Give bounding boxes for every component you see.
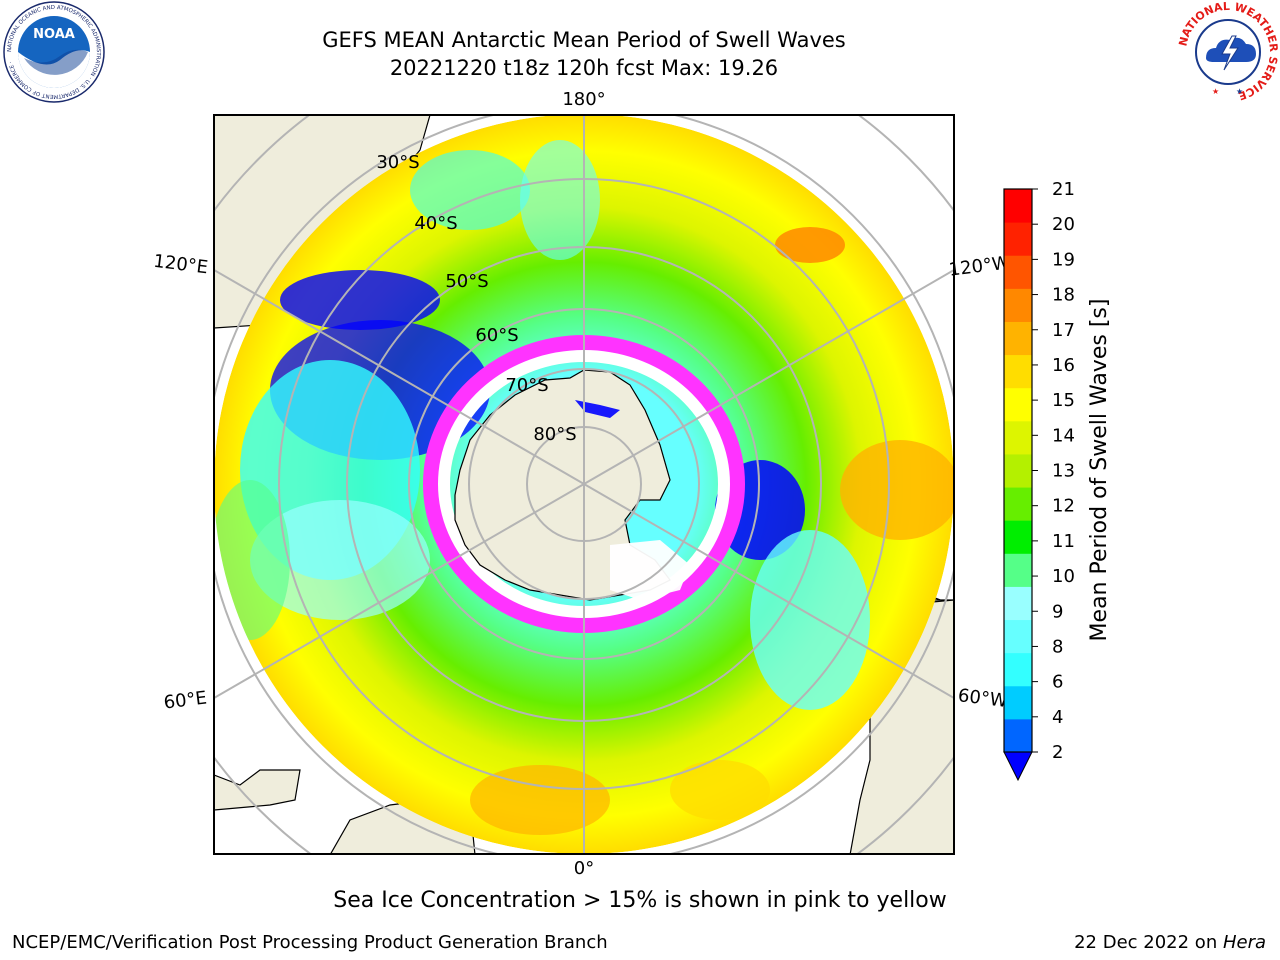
colorbar-segment bbox=[1004, 255, 1032, 289]
colorbar-tick-label: 19 bbox=[1052, 249, 1075, 270]
colorbar-segment bbox=[1004, 487, 1032, 521]
lat-label-50s: 50°S bbox=[445, 271, 488, 292]
title-line-1: GEFS MEAN Antarctic Mean Period of Swell… bbox=[322, 28, 846, 52]
colorbar-tick-label: 18 bbox=[1052, 285, 1075, 306]
colorbar-segment bbox=[1004, 420, 1032, 455]
colorbar-tick-label: 2 bbox=[1052, 742, 1063, 763]
colorbar-tick-label: 10 bbox=[1052, 566, 1075, 587]
footer-date: 22 Dec 2022 on Hera bbox=[1074, 932, 1266, 953]
colorbar-tick-label: 15 bbox=[1052, 390, 1075, 411]
latitude-labels: 30°S 40°S 50°S 60°S 70°S 80°S bbox=[376, 152, 576, 445]
colorbar-tick-label: 9 bbox=[1052, 601, 1063, 622]
colorbar-tick-label: 11 bbox=[1052, 531, 1075, 552]
lat-label-60s: 60°S bbox=[475, 325, 518, 346]
map-panel bbox=[214, 115, 954, 854]
colorbar-tick-label: 20 bbox=[1052, 214, 1075, 235]
lat-label-70s: 70°S bbox=[505, 375, 548, 396]
colorbar-tick-label: 14 bbox=[1052, 425, 1075, 446]
national-weather-service-logo: NATIONAL WEATHER SERVICE ★ ★ bbox=[1176, 0, 1280, 103]
colorbar-segment bbox=[1004, 189, 1032, 223]
colorbar-tick-label: 12 bbox=[1052, 496, 1075, 517]
lat-label-30s: 30°S bbox=[376, 152, 419, 173]
colorbar-segment bbox=[1004, 387, 1032, 422]
colorbar-segment bbox=[1004, 288, 1032, 322]
lon-label-60e: 60°E bbox=[163, 687, 209, 713]
colorbar-tick-label: 13 bbox=[1052, 461, 1075, 482]
lat-label-40s: 40°S bbox=[414, 213, 457, 234]
antarctica bbox=[454, 369, 671, 601]
title-line-2: 20221220 t18z 120h fcst Max: 19.26 bbox=[389, 56, 779, 80]
lon-label-0: 0° bbox=[574, 858, 594, 879]
lon-label-120e: 120°E bbox=[152, 251, 209, 279]
colorbar-segment bbox=[1004, 718, 1032, 753]
noaa-logo-text: NOAA bbox=[33, 27, 75, 42]
colorbar-tick-label: 4 bbox=[1052, 707, 1063, 728]
svg-text:★: ★ bbox=[1212, 87, 1219, 96]
svg-text:★: ★ bbox=[1236, 87, 1243, 96]
colorbar-tick-label: 17 bbox=[1052, 320, 1075, 341]
colorbar-tick-label: 8 bbox=[1052, 636, 1063, 657]
colorbar-segment bbox=[1004, 453, 1032, 488]
colorbar-segment bbox=[1004, 685, 1032, 720]
colorbar-segment bbox=[1004, 652, 1032, 687]
lon-label-60w: 60°W bbox=[957, 685, 1009, 712]
map-frame bbox=[213, 114, 955, 855]
lon-label-180: 180° bbox=[562, 89, 605, 110]
colorbar: 2 4 6 8 9 10 11 12 13 14 15 16 17 18 19 20 21 bbox=[1003, 179, 1075, 782]
colorbar-tick-label: 6 bbox=[1052, 672, 1063, 693]
colorbar-tick-label: 16 bbox=[1052, 355, 1075, 376]
lat-label-80s: 80°S bbox=[533, 424, 576, 445]
colorbar-segment bbox=[1004, 520, 1032, 554]
footer-date-text: 22 Dec 2022 on bbox=[1074, 932, 1223, 953]
graticule bbox=[214, 115, 954, 854]
chart-title: GEFS MEAN Antarctic Mean Period of Swell… bbox=[234, 26, 934, 82]
colorbar-label: Mean Period of Swell Waves [s] bbox=[1087, 299, 1112, 642]
footer-credit: NCEP/EMC/Verification Post Processing Pr… bbox=[12, 932, 608, 953]
footer-host: Hera bbox=[1222, 932, 1266, 953]
lon-label-120w: 120°W bbox=[948, 252, 1011, 280]
colorbar-segment bbox=[1004, 222, 1032, 256]
colorbar-segment bbox=[1004, 586, 1032, 621]
colorbar-extend-arrow bbox=[1003, 751, 1033, 782]
colorbar-segment bbox=[1004, 553, 1032, 587]
noaa-logo: NATIONAL OCEANIC AND ATMOSPHERIC ADMINIS… bbox=[3, 1, 105, 103]
sea-ice-caption: Sea Ice Concentration > 15% is shown in … bbox=[333, 888, 947, 913]
colorbar-tick-label: 21 bbox=[1052, 179, 1075, 200]
colorbar-segment bbox=[1004, 321, 1032, 356]
colorbar-segment bbox=[1004, 354, 1032, 389]
colorbar-segment bbox=[1004, 619, 1032, 654]
